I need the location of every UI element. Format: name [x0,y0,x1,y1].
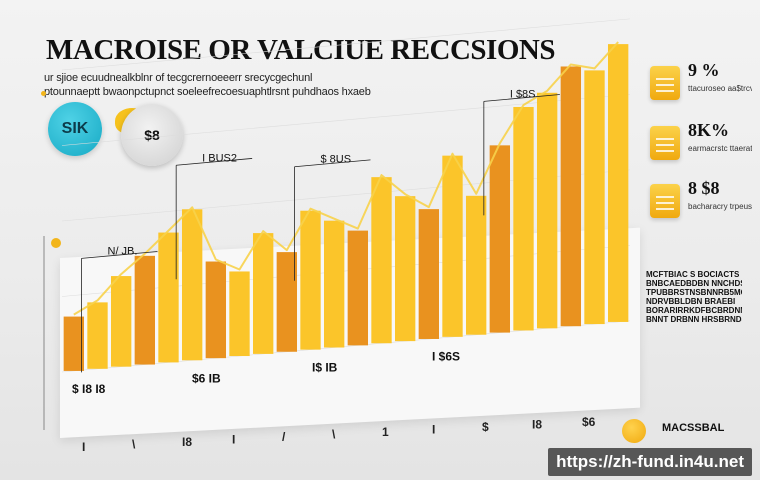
table-row: BORARIRRKDFBCBRDNN [646,306,742,315]
bar [513,106,534,331]
tick-label: I8 [182,435,192,449]
bar [536,92,558,329]
gridline [61,320,631,373]
bar [63,316,85,371]
bar-chart: N/ JB. I BUS2 $ 8US I $8S $ I8 I8 $6 IB I$ IB I… [43,18,631,454]
table-row: MCFTBIAC S BOCIACTS [646,270,740,279]
annotation-leader [294,159,371,168]
bar [394,196,416,342]
bar [158,232,179,363]
side-stat-1: 9 % ttacuroseo aa$trcvte [644,58,754,108]
bar [300,210,321,350]
bar [181,209,203,361]
grey-badge-label: $8 [144,127,160,143]
side-stat-2: 8K% earmacrstc ttaeratrg [644,118,754,168]
annotation-label: N/ JB. [108,245,138,257]
bar [371,177,392,344]
tick-label: \ [332,428,336,442]
side-stat-note: earmacrstc ttaeratrg [688,144,752,153]
teal-badge-label: SIK [61,120,89,137]
axis-marker-dot [51,238,61,248]
tick-label: $ [482,420,489,434]
bar [418,209,440,339]
annotation-label: I $8S [510,88,536,100]
bar [489,145,511,333]
bar [134,255,156,365]
bar [465,195,487,335]
side-stat-value: 8 $8 [688,178,720,198]
side-stat-3: 8 $8 bacharacry trpeusta [644,176,754,226]
page-title: MACROISE OR VALCIUE RECCSIONS [46,34,555,66]
table-row: NDRVBBLDBN BRAEBI [646,297,736,306]
side-stat-note: bacharacry trpeusta [688,202,752,211]
bar [110,276,132,367]
annotation-label: $ 8US [321,154,352,166]
bullet-dot [41,91,46,96]
bar [87,302,108,369]
segment-label: $6 IB [192,371,221,385]
document-icon [650,184,680,218]
bar [205,261,227,359]
grey-coin-badge: $8 [115,104,183,166]
teal-badge: SIK [48,102,102,156]
bar [229,271,250,357]
segment-label: I$ IB [312,361,338,375]
annotation-leader [81,251,158,259]
brand-dot-icon [622,419,646,443]
tick-label: / [282,430,286,444]
subtitle-line-2: ptounnaeptt bwaonpctupnct soeleefrecoesu… [44,86,371,98]
tick-label: I [232,433,235,447]
segment-label: I $6S [432,350,460,364]
table-row: BNBCAEDBDBN NNCHDS [646,279,742,288]
brand-label: MACSSBAL [662,422,725,434]
trend-line [73,41,619,316]
side-stat-note: ttacuroseo aa$trcvte [688,84,752,93]
data-table: MCFTBIAC S BOCIACTS BNBCAEDBDBN NNCHDS T… [646,270,742,324]
gridline [61,18,631,71]
tick-label: 1 [382,425,389,439]
tick-label: I [432,423,435,437]
tick-label: I8 [532,418,542,432]
document-icon [650,66,680,100]
tick-label: $6 [582,415,596,429]
annotation-leader [483,94,560,102]
annotation-label: I BUS2 [202,152,237,164]
annotation-leader [176,158,253,166]
tick-label: \ [132,438,136,452]
bar [560,66,582,327]
gridline [61,245,631,297]
side-stat-value: 9 % [688,60,720,80]
subtitle-line-1: ur sjioe ecuudnealkblnr of tecgcrernoeee… [44,72,313,84]
bar [252,233,274,354]
segment-label: $ I8 I8 [72,382,106,396]
bar [607,44,629,322]
watermark-link[interactable]: https://zh-fund.in4u.net [548,448,752,476]
gridline [61,169,631,222]
gridline [61,94,631,146]
tick-label: I [82,440,85,454]
table-row: BNNT DRBNN HRSBRNDS [646,315,742,324]
bar [584,70,605,325]
document-icon [650,126,680,160]
table-row: TPUBBRSTNSBNNRB5MC [646,288,742,297]
bar [323,220,345,348]
bar [276,252,298,352]
side-stat-value: 8K% [688,120,730,140]
bar [347,230,369,346]
bar [442,155,463,337]
